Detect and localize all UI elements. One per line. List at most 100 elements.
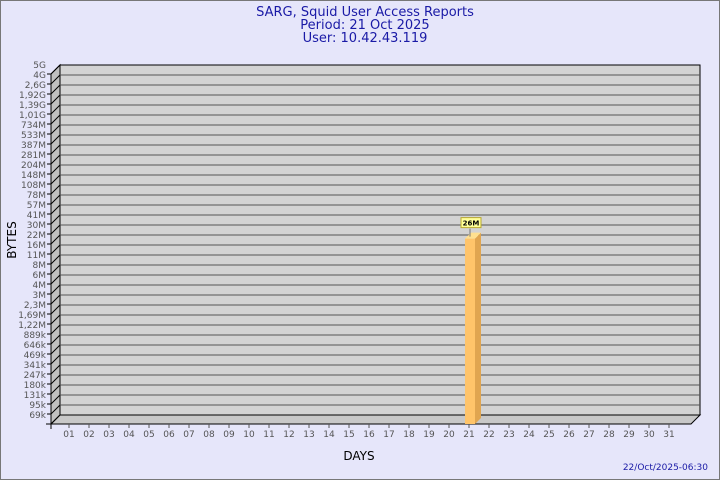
y-tick-label: 1,92G xyxy=(19,91,46,101)
y-tick-label: 2,3M xyxy=(24,301,46,311)
x-tick-label: 07 xyxy=(183,430,194,440)
x-tick-label: 09 xyxy=(223,430,235,440)
y-axis-label: BYTES xyxy=(5,221,19,258)
x-tick-label: 04 xyxy=(123,430,135,440)
y-tick-label: 5G xyxy=(33,61,46,71)
x-tick-label: 22 xyxy=(483,430,494,440)
x-tick-label: 25 xyxy=(543,430,554,440)
y-tick xyxy=(47,114,61,125)
y-tick xyxy=(47,334,61,345)
bar-front xyxy=(465,238,475,424)
y-tick-label: 281M xyxy=(21,151,46,161)
x-tick-label: 26 xyxy=(563,430,575,440)
y-tick xyxy=(47,144,61,155)
y-tick-label: 646k xyxy=(24,341,47,351)
plot-floor xyxy=(49,414,702,425)
y-tick xyxy=(47,404,61,415)
y-tick-label: 387M xyxy=(21,141,46,151)
y-tick xyxy=(47,224,61,235)
y-tick xyxy=(47,364,61,375)
y-tick-label: 2,6G xyxy=(25,81,46,91)
x-tick-label: 19 xyxy=(423,430,435,440)
y-tick-label: 69k xyxy=(29,411,46,421)
x-tick-label: 21 xyxy=(463,430,474,440)
y-tick-label: 22M xyxy=(27,231,46,241)
y-tick xyxy=(47,354,61,365)
y-tick xyxy=(47,74,61,85)
y-tick xyxy=(47,184,61,195)
y-tick-label: 95k xyxy=(29,401,46,411)
y-tick xyxy=(47,244,61,255)
x-tick-label: 02 xyxy=(83,430,94,440)
y-tick xyxy=(47,94,61,105)
bar-side xyxy=(475,232,481,424)
x-tick-label: 16 xyxy=(363,430,375,440)
y-tick xyxy=(47,234,61,245)
y-tick-label: 341k xyxy=(24,361,47,371)
y-tick xyxy=(47,314,61,325)
x-tick-label: 11 xyxy=(263,430,274,440)
y-tick-label: 1,69M xyxy=(18,311,46,321)
y-tick-label: 1,22M xyxy=(18,321,46,331)
x-tick-label: 23 xyxy=(503,430,514,440)
y-tick xyxy=(47,394,61,405)
bar-top xyxy=(465,232,481,239)
x-tick-label: 15 xyxy=(343,430,354,440)
x-tick-label: 20 xyxy=(443,430,455,440)
y-tick-label: 889k xyxy=(24,331,47,341)
x-tick-label: 29 xyxy=(623,430,635,440)
x-tick-label: 17 xyxy=(383,430,394,440)
y-tick xyxy=(47,64,61,75)
data-label-box xyxy=(460,217,482,229)
y-tick xyxy=(47,384,61,395)
y-tick xyxy=(47,164,61,175)
y-tick xyxy=(47,194,61,205)
y-tick-label: 6M xyxy=(33,271,47,281)
chart-period: Period: 21 Oct 2025 xyxy=(300,18,429,33)
y-tick-label: 131k xyxy=(24,391,47,401)
y-tick-label: 247k xyxy=(24,371,47,381)
y-tick-label: 108M xyxy=(21,181,46,191)
chart-user: User: 10.42.43.119 xyxy=(303,31,428,46)
y-tick-label: 469k xyxy=(24,351,47,361)
y-tick-label: 30M xyxy=(27,221,46,231)
x-tick-label: 10 xyxy=(243,430,255,440)
x-tick-label: 31 xyxy=(663,430,674,440)
y-tick-label: 180k xyxy=(24,381,47,391)
y-tick-label: 11M xyxy=(27,251,46,261)
x-tick-label: 12 xyxy=(283,430,294,440)
x-tick-label: 30 xyxy=(643,430,655,440)
y-tick xyxy=(47,134,61,145)
y-tick xyxy=(47,154,61,165)
y-tick xyxy=(47,304,61,315)
x-axis-label: DAYS xyxy=(343,449,374,463)
y-tick xyxy=(47,274,61,285)
x-tick-label: 03 xyxy=(103,430,114,440)
y-tick-label: 533M xyxy=(21,131,46,141)
y-tick-label: 4M xyxy=(33,281,47,291)
y-tick-label: 8M xyxy=(33,261,47,271)
x-tick-label: 01 xyxy=(63,430,74,440)
data-label: 26M xyxy=(463,220,480,228)
y-tick xyxy=(47,284,61,295)
y-tick-label: 57M xyxy=(27,201,46,211)
y-tick-label: 1,39G xyxy=(19,101,46,111)
x-tick-label: 27 xyxy=(583,430,594,440)
y-tick xyxy=(47,84,61,95)
x-tick-label: 28 xyxy=(603,430,615,440)
y-tick xyxy=(47,264,61,275)
x-tick-label: 13 xyxy=(303,430,314,440)
x-tick-label: 24 xyxy=(523,430,535,440)
y-tick xyxy=(47,344,61,355)
y-tick xyxy=(47,204,61,215)
y-tick-label: 1,01G xyxy=(19,111,46,121)
y-tick-label: 4G xyxy=(33,71,46,81)
y-tick xyxy=(47,104,61,115)
y-tick xyxy=(47,324,61,335)
y-tick xyxy=(47,214,61,225)
y-tick-label: 41M xyxy=(27,211,46,221)
x-tick-label: 06 xyxy=(163,430,175,440)
y-tick xyxy=(47,174,61,185)
y-tick-label: 78M xyxy=(27,191,46,201)
